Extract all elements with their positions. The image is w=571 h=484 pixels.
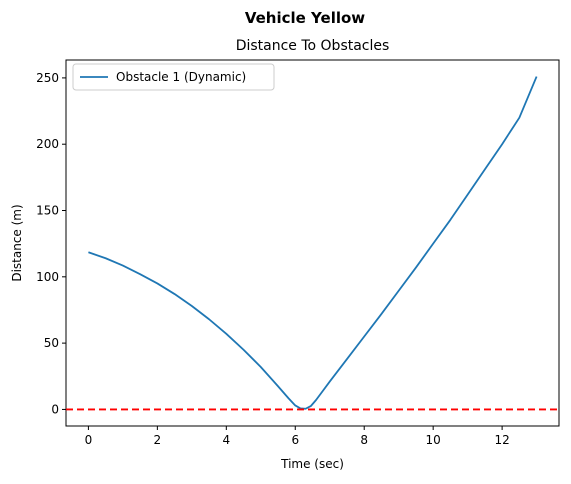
- x-tick-label: 0: [85, 433, 93, 447]
- figure-suptitle: Vehicle Yellow: [245, 9, 365, 27]
- series-layer: [66, 76, 559, 411]
- series-line-obstacle-1: [88, 76, 538, 410]
- y-tick-label: 100: [36, 270, 59, 284]
- y-tick-label: 250: [36, 71, 59, 85]
- x-tick-label: 6: [291, 433, 299, 447]
- x-axis-ticks: 0 2 4 6 8 10 12: [85, 426, 510, 447]
- x-tick-label: 12: [494, 433, 509, 447]
- legend-box: [72, 63, 275, 91]
- x-tick-label: 8: [360, 433, 368, 447]
- y-tick-label: 50: [44, 336, 59, 350]
- y-tick-label: 150: [36, 204, 59, 218]
- x-tick-label: 4: [222, 433, 230, 447]
- plot-area: [65, 59, 560, 427]
- axes-frame: [65, 59, 560, 427]
- legend: Obstacle 1 (Dynamic): [72, 63, 275, 91]
- y-axis-ticks: 0 50 100 150 200 250: [36, 71, 66, 416]
- y-axis-label: Distance (m): [10, 204, 24, 281]
- legend-label: Obstacle 1 (Dynamic): [116, 70, 246, 84]
- chart-title: Distance To Obstacles: [236, 38, 390, 54]
- y-tick-label: 0: [51, 402, 59, 416]
- y-tick-label: 200: [36, 137, 59, 151]
- x-tick-label: 2: [154, 433, 162, 447]
- x-axis-label: Time (sec): [280, 457, 344, 471]
- x-tick-label: 10: [426, 433, 441, 447]
